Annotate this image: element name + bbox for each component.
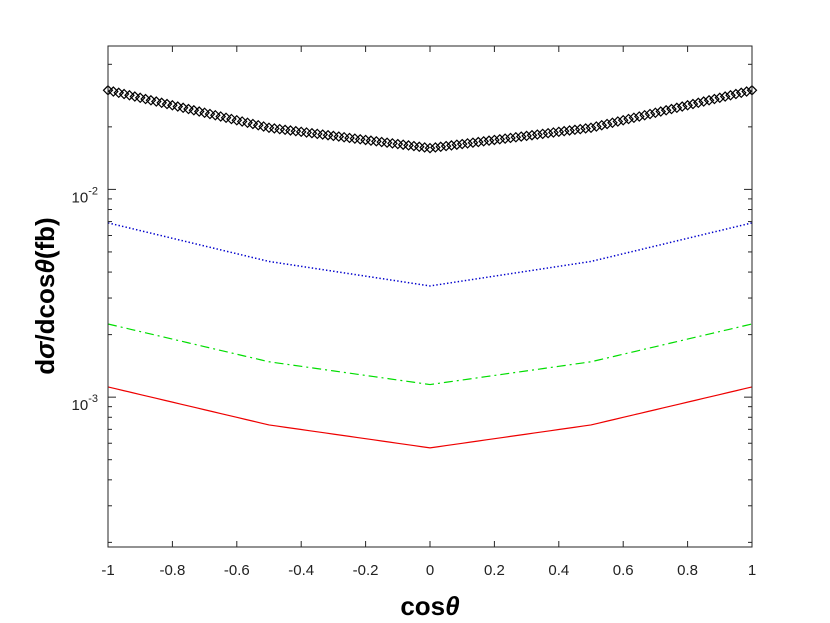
data-point-marker [435, 141, 447, 153]
x-tick-label: 0.2 [484, 562, 505, 579]
data-point-marker [591, 121, 602, 132]
data-point-marker [526, 129, 538, 141]
data-point-marker [698, 96, 710, 107]
x-tick-label: -0.8 [159, 562, 185, 579]
x-tick-label: 0 [426, 562, 434, 579]
data-point-marker [714, 92, 726, 104]
data-point-marker [569, 124, 581, 136]
data-point-marker [564, 125, 575, 136]
data-point-marker [542, 127, 554, 139]
data-point-marker [676, 101, 688, 112]
data-point-marker [601, 118, 613, 130]
data-point-marker [617, 114, 629, 126]
data-point-marker [725, 89, 736, 101]
data-point-marker [548, 127, 559, 138]
x-tick-label: -0.6 [224, 562, 250, 579]
data-point-marker [692, 97, 704, 109]
plot-area [108, 46, 752, 547]
data-point-marker [623, 113, 634, 125]
data-point-marker [709, 93, 720, 105]
x-axis-title: cosθ [400, 591, 459, 621]
x-tick-label: -0.2 [353, 562, 379, 579]
data-point-marker [628, 112, 640, 124]
data-point-marker [499, 133, 511, 144]
y-tick-label: 10-2 [72, 185, 98, 206]
data-point-marker [612, 116, 624, 127]
data-point-marker [515, 131, 527, 142]
data-point-marker [494, 133, 506, 145]
data-point-marker [687, 98, 699, 110]
data-point-marker [719, 91, 731, 102]
data-point-marker [633, 111, 645, 122]
data-point-marker [531, 129, 543, 140]
data-point-marker [682, 99, 693, 111]
data-point-marker [558, 125, 570, 137]
data-point-marker [521, 130, 532, 142]
series-4-line [107, 386, 753, 449]
data-point-marker [580, 123, 591, 134]
tick-layer [107, 46, 753, 547]
x-tick-label: 0.6 [613, 562, 634, 579]
series-2-line [107, 222, 753, 287]
data-point-marker [650, 107, 661, 119]
data-point-marker [703, 94, 715, 106]
data-point-marker [585, 122, 597, 134]
data-point-marker [574, 123, 586, 135]
x-tick-label: 1 [748, 562, 756, 579]
data-point-marker [440, 140, 452, 152]
data-point-marker [553, 126, 565, 138]
x-tick-label: 0.4 [548, 562, 569, 579]
x-tick-label: -1 [101, 562, 114, 579]
data-point-marker [666, 103, 677, 115]
x-tick-label: 0.8 [677, 562, 698, 579]
y-axis-title: dσ/dcosθ(fb) [30, 217, 60, 374]
data-point-marker [451, 139, 463, 151]
series-layer [102, 84, 758, 449]
data-point-marker [472, 136, 484, 148]
data-point-marker [478, 135, 490, 147]
series-3-line [107, 323, 753, 386]
data-point-marker [510, 131, 522, 143]
data-point-marker [644, 108, 656, 120]
x-tick-label: -0.4 [288, 562, 314, 579]
data-point-marker [639, 109, 651, 121]
data-point-marker [424, 142, 436, 154]
data-point-marker [735, 87, 747, 99]
data-point-marker [730, 88, 742, 100]
data-point-marker [655, 106, 667, 117]
y-tick-label: 10-3 [72, 393, 98, 414]
data-point-marker [446, 140, 457, 151]
plot-frame [107, 45, 753, 548]
data-point-marker [671, 102, 683, 114]
data-point-marker [537, 128, 549, 140]
data-point-marker [456, 138, 468, 150]
series-1-markers [102, 84, 758, 154]
data-point-marker [462, 138, 473, 149]
data-point-marker [430, 142, 441, 153]
data-point-marker [660, 104, 672, 116]
data-point-marker [489, 134, 500, 146]
data-point-marker [467, 137, 479, 149]
data-point-marker [505, 132, 516, 144]
data-point-marker [483, 135, 495, 147]
data-point-marker [607, 117, 618, 129]
data-point-marker [596, 119, 608, 131]
label-layer: -1 -0.8 -0.6 -0.4 -0.2 0 0.2 0.4 0.6 0.8 1 10-2 10-3 [72, 185, 757, 579]
